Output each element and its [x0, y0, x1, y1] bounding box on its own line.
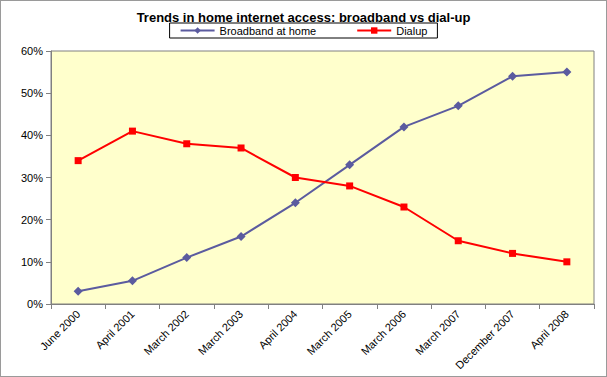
svg-text:March 2006: March 2006	[359, 308, 409, 358]
svg-text:30%: 30%	[21, 172, 43, 184]
svg-text:50%: 50%	[21, 87, 43, 99]
svg-text:Trends in home internet access: Trends in home internet access: broadban…	[137, 10, 471, 25]
svg-text:Broadband at home: Broadband at home	[220, 25, 317, 37]
svg-text:10%: 10%	[21, 256, 43, 268]
svg-text:December 2007: December 2007	[453, 308, 517, 372]
svg-text:April 2008: April 2008	[528, 308, 571, 351]
svg-text:April 2001: April 2001	[93, 308, 136, 351]
svg-text:March 2005: March 2005	[304, 308, 354, 358]
svg-text:Dialup: Dialup	[396, 25, 427, 37]
svg-text:March 2002: March 2002	[141, 308, 191, 358]
svg-text:40%: 40%	[21, 129, 43, 141]
svg-text:0%: 0%	[27, 298, 43, 310]
svg-text:March 2007: March 2007	[413, 308, 463, 358]
svg-text:March 2003: March 2003	[196, 308, 246, 358]
svg-text:20%: 20%	[21, 214, 43, 226]
svg-text:April 2004: April 2004	[256, 308, 299, 351]
svg-text:60%: 60%	[21, 45, 43, 57]
svg-text:June 2000: June 2000	[38, 308, 83, 353]
